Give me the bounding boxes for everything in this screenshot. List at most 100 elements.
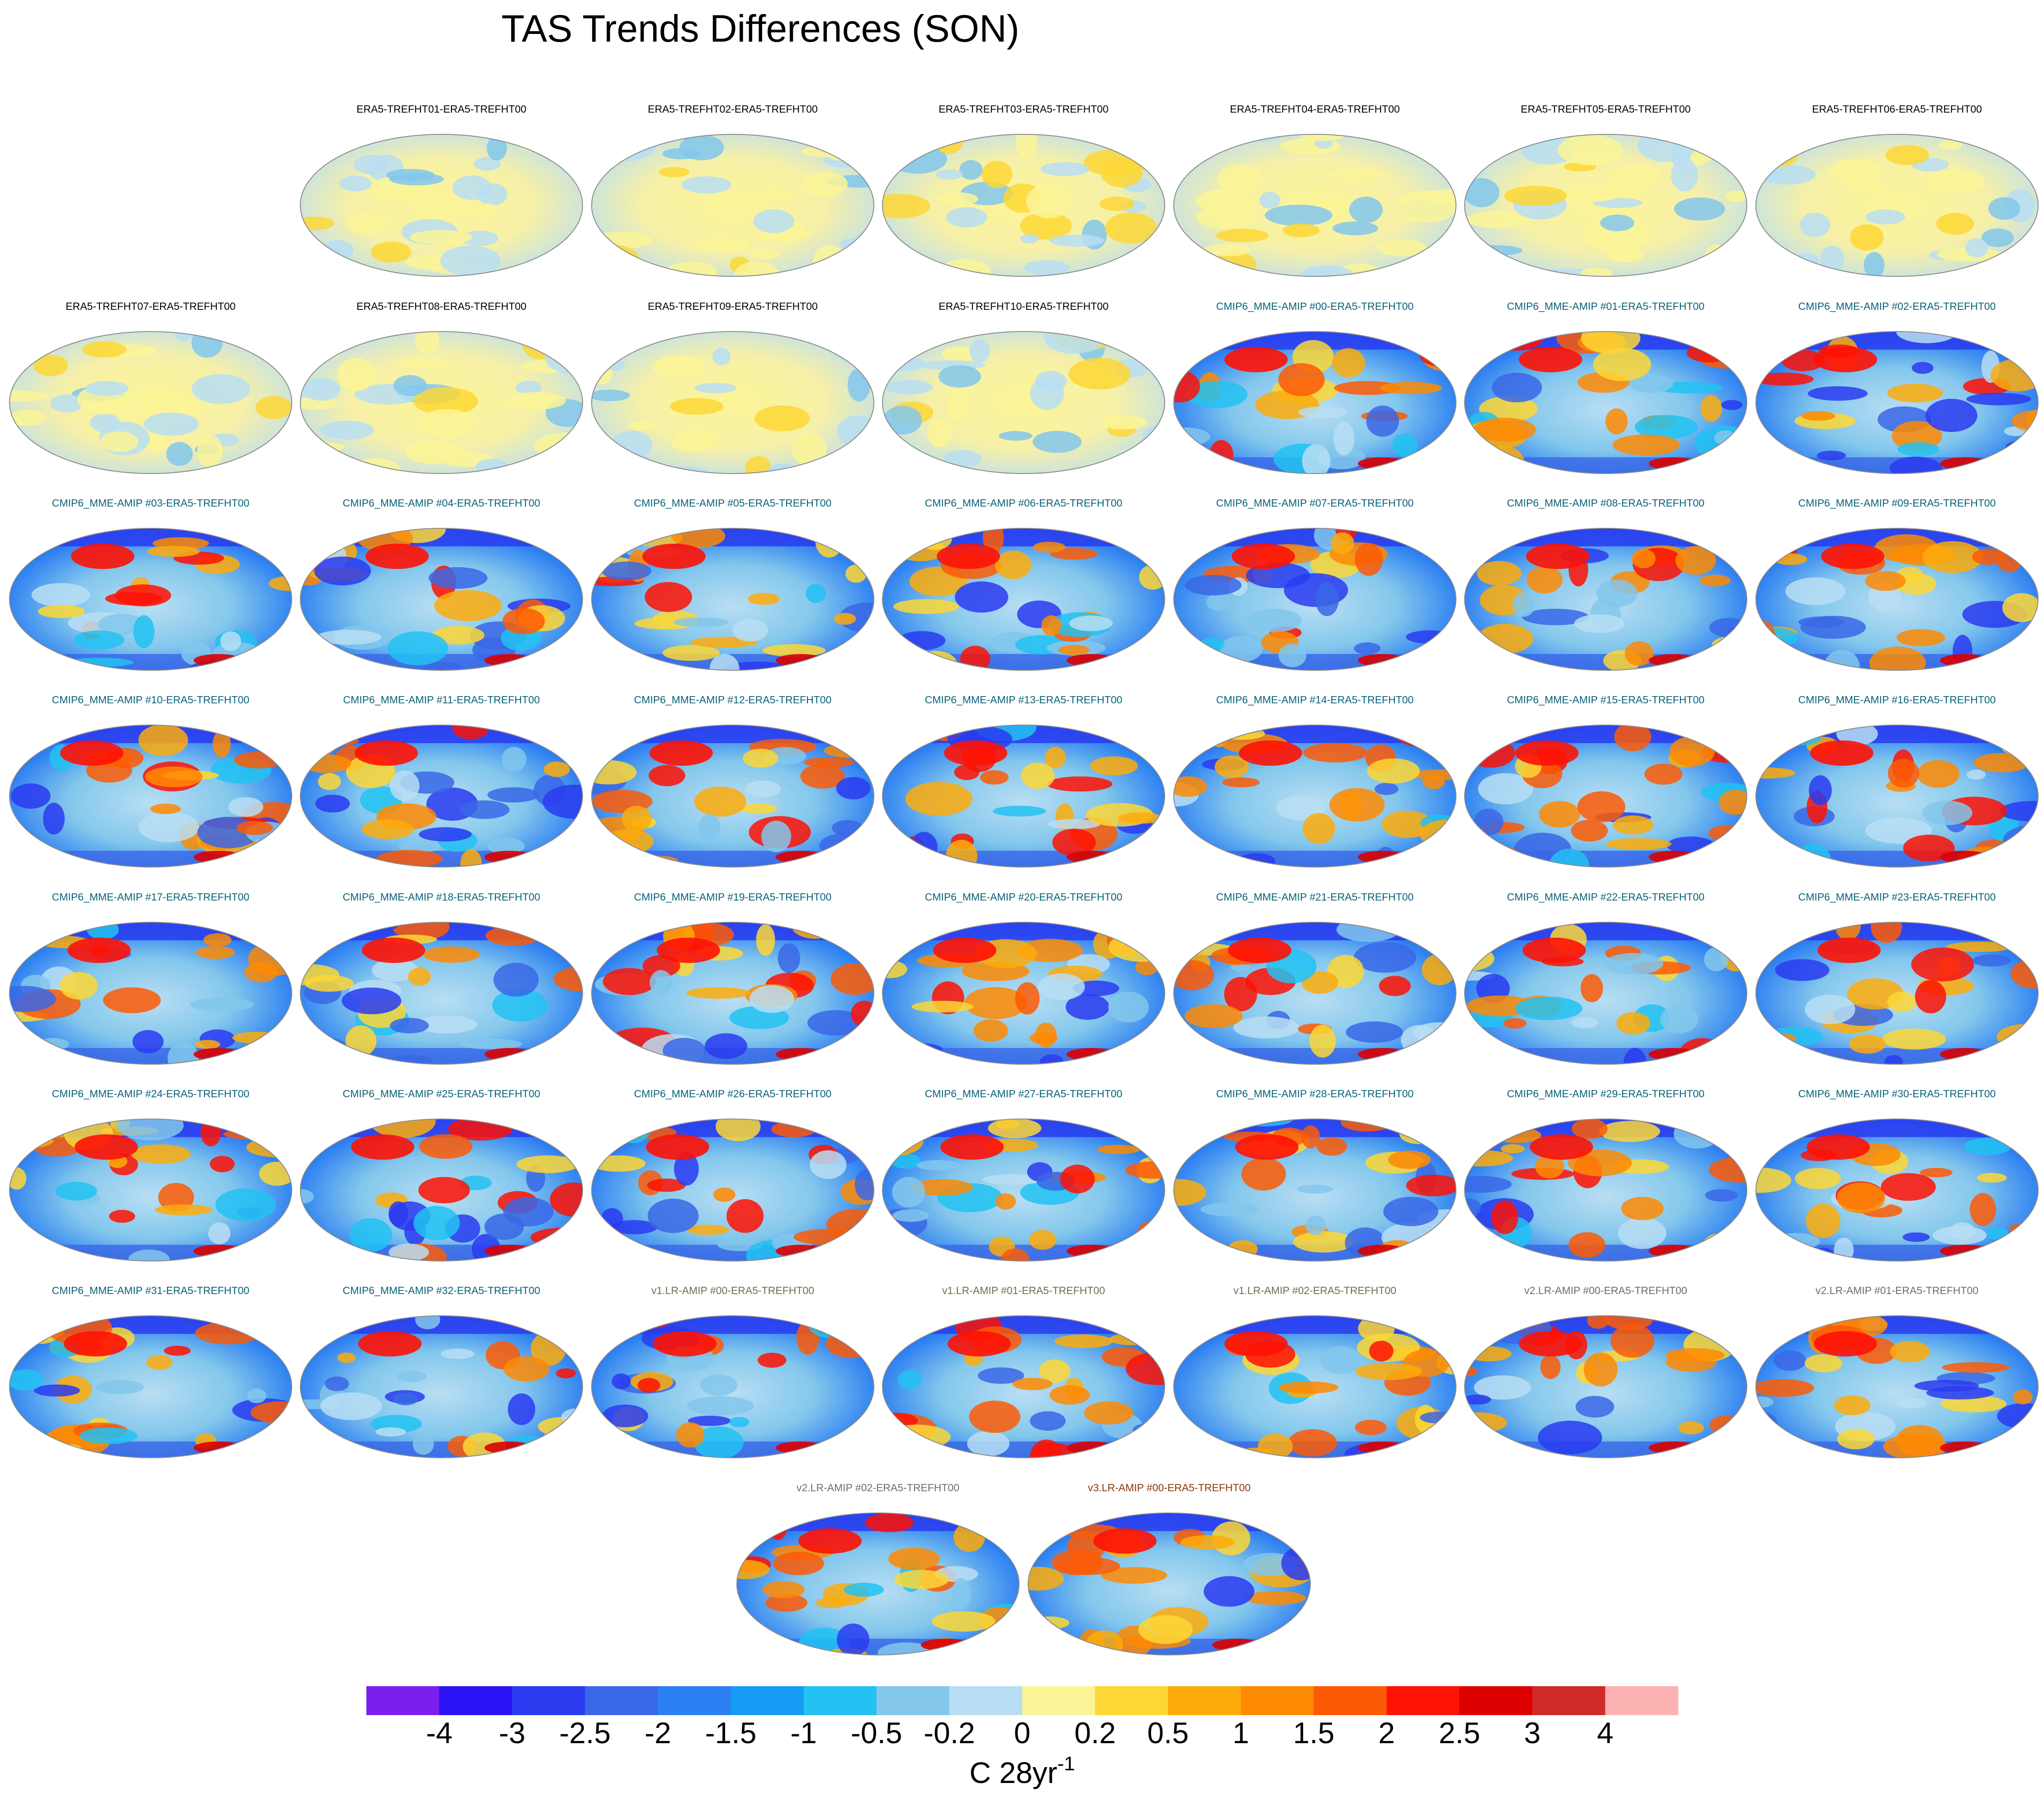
panel-title: v1.LR-AMIP #00-ERA5-TREFHT00 (651, 1285, 814, 1296)
map-panel: CMIP6_MME-AMIP #08-ERA5-TREFHT00 (1464, 497, 1747, 671)
map-panel: CMIP6_MME-AMIP #04-ERA5-TREFHT00 (300, 497, 583, 671)
map-outline (1464, 725, 1747, 868)
map-outline (9, 1119, 292, 1261)
map-panel: CMIP6_MME-AMIP #10-ERA5-TREFHT00 (9, 694, 292, 868)
map-outline (591, 1315, 874, 1458)
map-outline (300, 331, 583, 474)
colorbar-tick-label: 0.2 (1074, 1716, 1116, 1750)
panel-title: CMIP6_MME-AMIP #11-ERA5-TREFHT00 (343, 694, 540, 706)
map-outline (591, 1119, 874, 1261)
panel-title: CMIP6_MME-AMIP #12-ERA5-TREFHT00 (634, 694, 832, 706)
colorbar-swatch (730, 1686, 804, 1715)
colorbar-swatch (512, 1686, 585, 1715)
panel-title: ERA5-TREFHT10-ERA5-TREFHT00 (939, 300, 1109, 312)
map-outline (9, 331, 292, 474)
panel-title: ERA5-TREFHT03-ERA5-TREFHT00 (939, 103, 1109, 115)
map-panel: CMIP6_MME-AMIP #22-ERA5-TREFHT00 (1464, 891, 1747, 1065)
panel-grid: ERA5-TREFHT01-ERA5-TREFHT00 ERA5-TREFHT02… (9, 103, 2039, 1655)
panel-title: CMIP6_MME-AMIP #23-ERA5-TREFHT00 (1798, 891, 1996, 903)
map-panel: ERA5-TREFHT10-ERA5-TREFHT00 (882, 300, 1165, 474)
map-panel: ERA5-TREFHT04-ERA5-TREFHT00 (1173, 103, 1456, 277)
map-panel: v1.LR-AMIP #01-ERA5-TREFHT00 (882, 1285, 1165, 1458)
panel-title: CMIP6_MME-AMIP #16-ERA5-TREFHT00 (1798, 694, 1996, 706)
colorbar-swatch (1459, 1686, 1533, 1715)
colorbar-tick-label: -1 (790, 1716, 817, 1750)
map-field (1756, 922, 2038, 1064)
map-panel: CMIP6_MME-AMIP #25-ERA5-TREFHT00 (300, 1088, 583, 1261)
panel-title: CMIP6_MME-AMIP #13-ERA5-TREFHT00 (925, 694, 1123, 706)
panel-title: CMIP6_MME-AMIP #25-ERA5-TREFHT00 (343, 1088, 541, 1100)
colorbar-tick-label: 3 (1524, 1716, 1541, 1750)
map-panel: CMIP6_MME-AMIP #13-ERA5-TREFHT00 (882, 694, 1165, 868)
map-panel: CMIP6_MME-AMIP #19-ERA5-TREFHT00 (591, 891, 874, 1065)
map-outline (300, 1315, 583, 1458)
panel-title: ERA5-TREFHT08-ERA5-TREFHT00 (356, 300, 526, 312)
map-outline (300, 134, 583, 277)
panel-title: CMIP6_MME-AMIP #07-ERA5-TREFHT00 (1216, 497, 1414, 509)
panel-title: v1.LR-AMIP #01-ERA5-TREFHT00 (942, 1285, 1105, 1296)
map-panel: CMIP6_MME-AMIP #16-ERA5-TREFHT00 (1755, 694, 2039, 868)
map-background (1465, 1119, 1747, 1261)
colorbar-tick-label: -0.5 (851, 1716, 902, 1750)
colorbar-swatch (803, 1686, 877, 1715)
map-panel: CMIP6_MME-AMIP #17-ERA5-TREFHT00 (9, 891, 292, 1065)
colorbar-swatch (658, 1686, 731, 1715)
panel-title: CMIP6_MME-AMIP #31-ERA5-TREFHT00 (52, 1285, 250, 1296)
map-outline (9, 1315, 292, 1458)
colorbar-swatch (1532, 1686, 1606, 1715)
map-outline (1755, 1119, 2039, 1261)
panel-title: CMIP6_MME-AMIP #29-ERA5-TREFHT00 (1507, 1088, 1705, 1100)
panel-title: CMIP6_MME-AMIP #09-ERA5-TREFHT00 (1798, 497, 1996, 509)
map-outline (1755, 134, 2039, 277)
panel-title: CMIP6_MME-AMIP #02-ERA5-TREFHT00 (1798, 300, 1996, 312)
map-panel: CMIP6_MME-AMIP #15-ERA5-TREFHT00 (1464, 694, 1747, 868)
colorbar-unit-label: C 28yr-1 (969, 1753, 1075, 1789)
panel-title: ERA5-TREFHT02-ERA5-TREFHT00 (648, 103, 818, 115)
map-outline (1755, 725, 2039, 868)
map-panel: CMIP6_MME-AMIP #11-ERA5-TREFHT00 (300, 694, 583, 868)
figure-title: TAS Trends Differences (SON) (501, 7, 1019, 50)
colorbar-swatch (949, 1686, 1023, 1715)
colorbar-swatch (1314, 1686, 1387, 1715)
colorbar-swatch (1168, 1686, 1241, 1715)
map-outline (1464, 134, 1747, 277)
map-outline (882, 528, 1165, 671)
map-outline (591, 331, 874, 474)
map-outline (591, 528, 874, 671)
panel-title: v1.LR-AMIP #02-ERA5-TREFHT00 (1233, 1285, 1396, 1296)
map-outline (1173, 528, 1456, 671)
map-panel: CMIP6_MME-AMIP #09-ERA5-TREFHT00 (1755, 497, 2039, 671)
colorbar-swatch (366, 1686, 440, 1715)
map-outline (591, 922, 874, 1065)
map-outline (591, 725, 874, 868)
map-panel: ERA5-TREFHT07-ERA5-TREFHT00 (9, 300, 292, 474)
map-panel: v3.LR-AMIP #00-ERA5-TREFHT00 (1028, 1482, 1311, 1655)
map-outline (1173, 1119, 1456, 1261)
map-panel: CMIP6_MME-AMIP #01-ERA5-TREFHT00 (1464, 300, 1747, 474)
panel-title: v2.LR-AMIP #01-ERA5-TREFHT00 (1816, 1285, 1978, 1296)
map-outline (882, 1315, 1165, 1458)
panel-title: CMIP6_MME-AMIP #17-ERA5-TREFHT00 (52, 891, 250, 903)
map-panel: CMIP6_MME-AMIP #21-ERA5-TREFHT00 (1173, 891, 1456, 1065)
colorbar-tick-label: -0.2 (924, 1716, 975, 1750)
map-outline (1173, 331, 1456, 474)
colorbar-swatch (1241, 1686, 1314, 1715)
map-outline (1755, 1315, 2039, 1458)
map-panel: CMIP6_MME-AMIP #07-ERA5-TREFHT00 (1173, 497, 1456, 671)
panel-title: CMIP6_MME-AMIP #05-ERA5-TREFHT00 (634, 497, 832, 509)
panel-title: CMIP6_MME-AMIP #28-ERA5-TREFHT00 (1216, 1088, 1414, 1100)
colorbar-swatch (1605, 1686, 1679, 1715)
panel-title: ERA5-TREFHT09-ERA5-TREFHT00 (648, 300, 818, 312)
map-panel: v1.LR-AMIP #00-ERA5-TREFHT00 (591, 1285, 874, 1458)
map-panel: CMIP6_MME-AMIP #12-ERA5-TREFHT00 (591, 694, 874, 868)
colorbar-swatch (1022, 1686, 1096, 1715)
colorbar-tick-label: 0.5 (1147, 1716, 1189, 1750)
panel-title: CMIP6_MME-AMIP #30-ERA5-TREFHT00 (1798, 1088, 1996, 1100)
map-panel: CMIP6_MME-AMIP #30-ERA5-TREFHT00 (1755, 1088, 2039, 1261)
map-panel: ERA5-TREFHT09-ERA5-TREFHT00 (591, 300, 874, 474)
map-panel: ERA5-TREFHT05-ERA5-TREFHT00 (1464, 103, 1747, 277)
map-panel: CMIP6_MME-AMIP #24-ERA5-TREFHT00 (9, 1088, 292, 1261)
map-outline (1173, 1315, 1456, 1458)
panel-title: CMIP6_MME-AMIP #10-ERA5-TREFHT00 (52, 694, 250, 706)
panel-title: CMIP6_MME-AMIP #26-ERA5-TREFHT00 (634, 1088, 832, 1100)
